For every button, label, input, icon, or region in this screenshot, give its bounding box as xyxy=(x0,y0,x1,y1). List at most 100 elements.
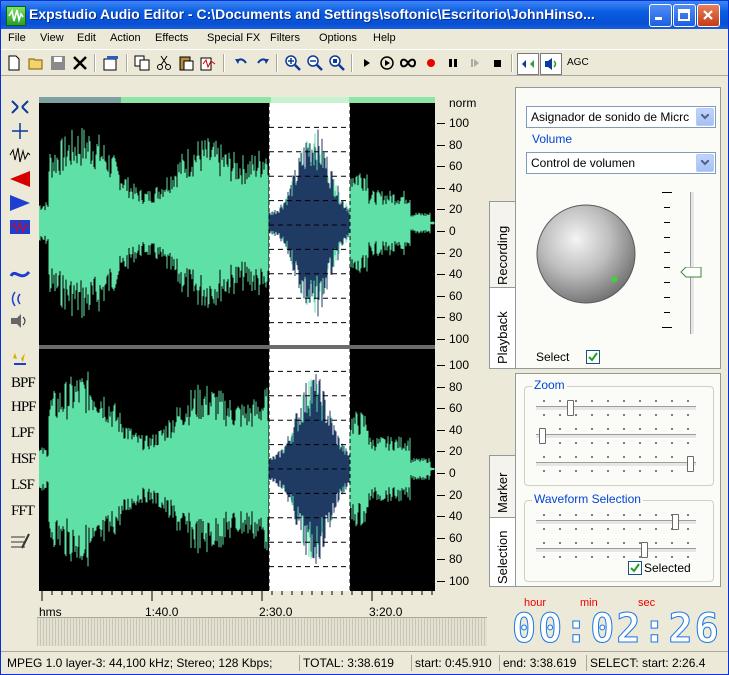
paste-icon[interactable] xyxy=(176,53,196,73)
volume-select[interactable]: Control de volumen xyxy=(526,152,716,174)
menu-special-fx[interactable]: Special FX xyxy=(207,32,261,44)
waveform-canvas[interactable] xyxy=(38,103,435,591)
waveform-slider-0-thumb[interactable] xyxy=(671,514,679,530)
play-icon[interactable] xyxy=(357,53,377,73)
insert-icon[interactable] xyxy=(7,531,35,551)
overview-bar[interactable] xyxy=(39,97,435,103)
zoom-slider-0-track[interactable] xyxy=(536,406,696,411)
menu-view[interactable]: View xyxy=(40,32,64,44)
undo-icon[interactable] xyxy=(231,53,251,73)
waveform-slider-0-track[interactable] xyxy=(536,520,696,525)
crosshair-icon[interactable] xyxy=(7,121,35,141)
scale-top-label-4: 20 xyxy=(449,202,463,217)
zoom-slider-1-track[interactable] xyxy=(536,434,696,439)
redo-icon[interactable] xyxy=(253,53,273,73)
scale-bottom-label-2: 60 xyxy=(449,401,463,416)
scale-top-label-6: 20 xyxy=(449,245,463,260)
mix-paste-icon[interactable] xyxy=(198,53,218,73)
normalize-icon[interactable] xyxy=(7,217,35,237)
scale-bottom-label-9: 80 xyxy=(449,552,463,567)
tab-playback[interactable]: Playback xyxy=(489,287,516,369)
selected-label: Selected xyxy=(644,561,691,575)
main-toolbar: AGC xyxy=(1,49,728,76)
cut-icon[interactable] xyxy=(154,53,174,73)
tab-marker[interactable]: Marker xyxy=(489,455,517,519)
chevron-down-icon[interactable] xyxy=(696,108,714,126)
volume-slider-track[interactable] xyxy=(690,192,695,334)
waveform-icon[interactable] xyxy=(7,145,35,165)
time-unit: hms xyxy=(39,605,62,619)
waveform-view[interactable] xyxy=(38,103,435,591)
waveform-slider-1-track[interactable] xyxy=(536,548,696,553)
window-title: Expstudio Audio Editor - C:\Documents an… xyxy=(29,6,595,22)
reverse-icon[interactable] xyxy=(7,265,35,285)
zoom-slider-0-thumb[interactable] xyxy=(566,400,574,416)
scale-top-label-1: 80 xyxy=(449,137,463,152)
select-all-icon[interactable] xyxy=(7,97,35,117)
play-loop-icon[interactable] xyxy=(377,53,397,73)
zoom-slider-2-thumb[interactable] xyxy=(686,456,694,472)
time-label-3: 3:20.0 xyxy=(369,605,403,619)
fade-in-icon[interactable] xyxy=(7,169,35,189)
left-channel-icon[interactable] xyxy=(517,53,539,75)
echo-icon[interactable] xyxy=(7,289,35,309)
maximize-button[interactable] xyxy=(673,4,696,27)
scale-bottom-label-8: 60 xyxy=(449,530,463,545)
stop-icon[interactable] xyxy=(487,53,507,73)
device-select[interactable]: Asignador de sonido de Micrc xyxy=(526,106,716,128)
noise-icon[interactable] xyxy=(7,349,35,369)
menu-filters[interactable]: Filters xyxy=(270,32,300,44)
waveform-slider-1-thumb[interactable] xyxy=(640,542,648,558)
copy-icon[interactable] xyxy=(132,53,152,73)
pause-icon[interactable] xyxy=(443,53,463,73)
delete-icon[interactable] xyxy=(70,53,90,73)
menu-effects[interactable]: Effects xyxy=(155,32,189,44)
scale-top-label-10: 100 xyxy=(449,332,470,346)
properties-icon[interactable] xyxy=(101,53,121,73)
scale-bottom-label-6: 20 xyxy=(449,487,463,502)
volume-slider-thumb[interactable] xyxy=(680,266,702,278)
amplitude-scale: norm 100 80 60 40 20 0 20 40 60 80 100 100 80 60 40 20… xyxy=(435,97,487,591)
zoom-in-icon[interactable] xyxy=(283,53,303,73)
fade-out-icon[interactable] xyxy=(7,193,35,213)
vibrato-icon[interactable] xyxy=(7,311,35,331)
filter-bpf[interactable]: BPF xyxy=(11,375,36,391)
menu-edit[interactable]: Edit xyxy=(77,32,96,44)
loop-icon[interactable] xyxy=(398,53,418,73)
menu-options[interactable]: Options xyxy=(319,32,357,44)
title-bar[interactable]: Expstudio Audio Editor - C:\Documents an… xyxy=(1,1,728,29)
filter-hpf[interactable]: HPF xyxy=(11,399,37,415)
menu-action[interactable]: Action xyxy=(110,32,141,44)
right-channel-icon[interactable] xyxy=(540,53,562,75)
close-button[interactable] xyxy=(697,4,720,27)
new-file-icon[interactable] xyxy=(4,53,24,73)
scale-header: norm xyxy=(449,96,477,110)
zoom-fit-icon[interactable] xyxy=(327,53,347,73)
selected-checkbox[interactable] xyxy=(628,561,642,575)
record-icon[interactable] xyxy=(421,53,441,73)
agc-button[interactable]: AGC xyxy=(567,57,589,68)
waveform-right-channel xyxy=(38,371,435,567)
zoom-out-icon[interactable] xyxy=(305,53,325,73)
horizontal-scrollbar[interactable] xyxy=(37,617,487,646)
filter-fft[interactable]: FFT xyxy=(11,503,35,519)
select-checkbox[interactable] xyxy=(586,350,600,364)
filter-lsf[interactable]: LSF xyxy=(11,477,35,493)
filter-hsf[interactable]: HSF xyxy=(11,451,37,467)
volume-knob[interactable] xyxy=(534,202,638,306)
zoom-slider-1-thumb[interactable] xyxy=(539,428,547,444)
tab-selection[interactable]: Selection xyxy=(489,517,516,587)
menu-help[interactable]: Help xyxy=(373,32,396,44)
status-end: end: 3:38.619 xyxy=(499,655,587,671)
filter-lpf[interactable]: LPF xyxy=(11,425,35,441)
scale-top-label-8: 60 xyxy=(449,288,463,303)
chevron-down-icon[interactable] xyxy=(696,154,714,172)
skip-icon[interactable] xyxy=(465,53,485,73)
zoom-slider-2-track[interactable] xyxy=(536,462,696,467)
minimize-button[interactable] xyxy=(649,4,672,27)
menu-file[interactable]: File xyxy=(8,32,26,44)
open-folder-icon[interactable] xyxy=(26,53,46,73)
save-icon[interactable] xyxy=(48,53,68,73)
tab-recording[interactable]: Recording xyxy=(489,201,517,289)
